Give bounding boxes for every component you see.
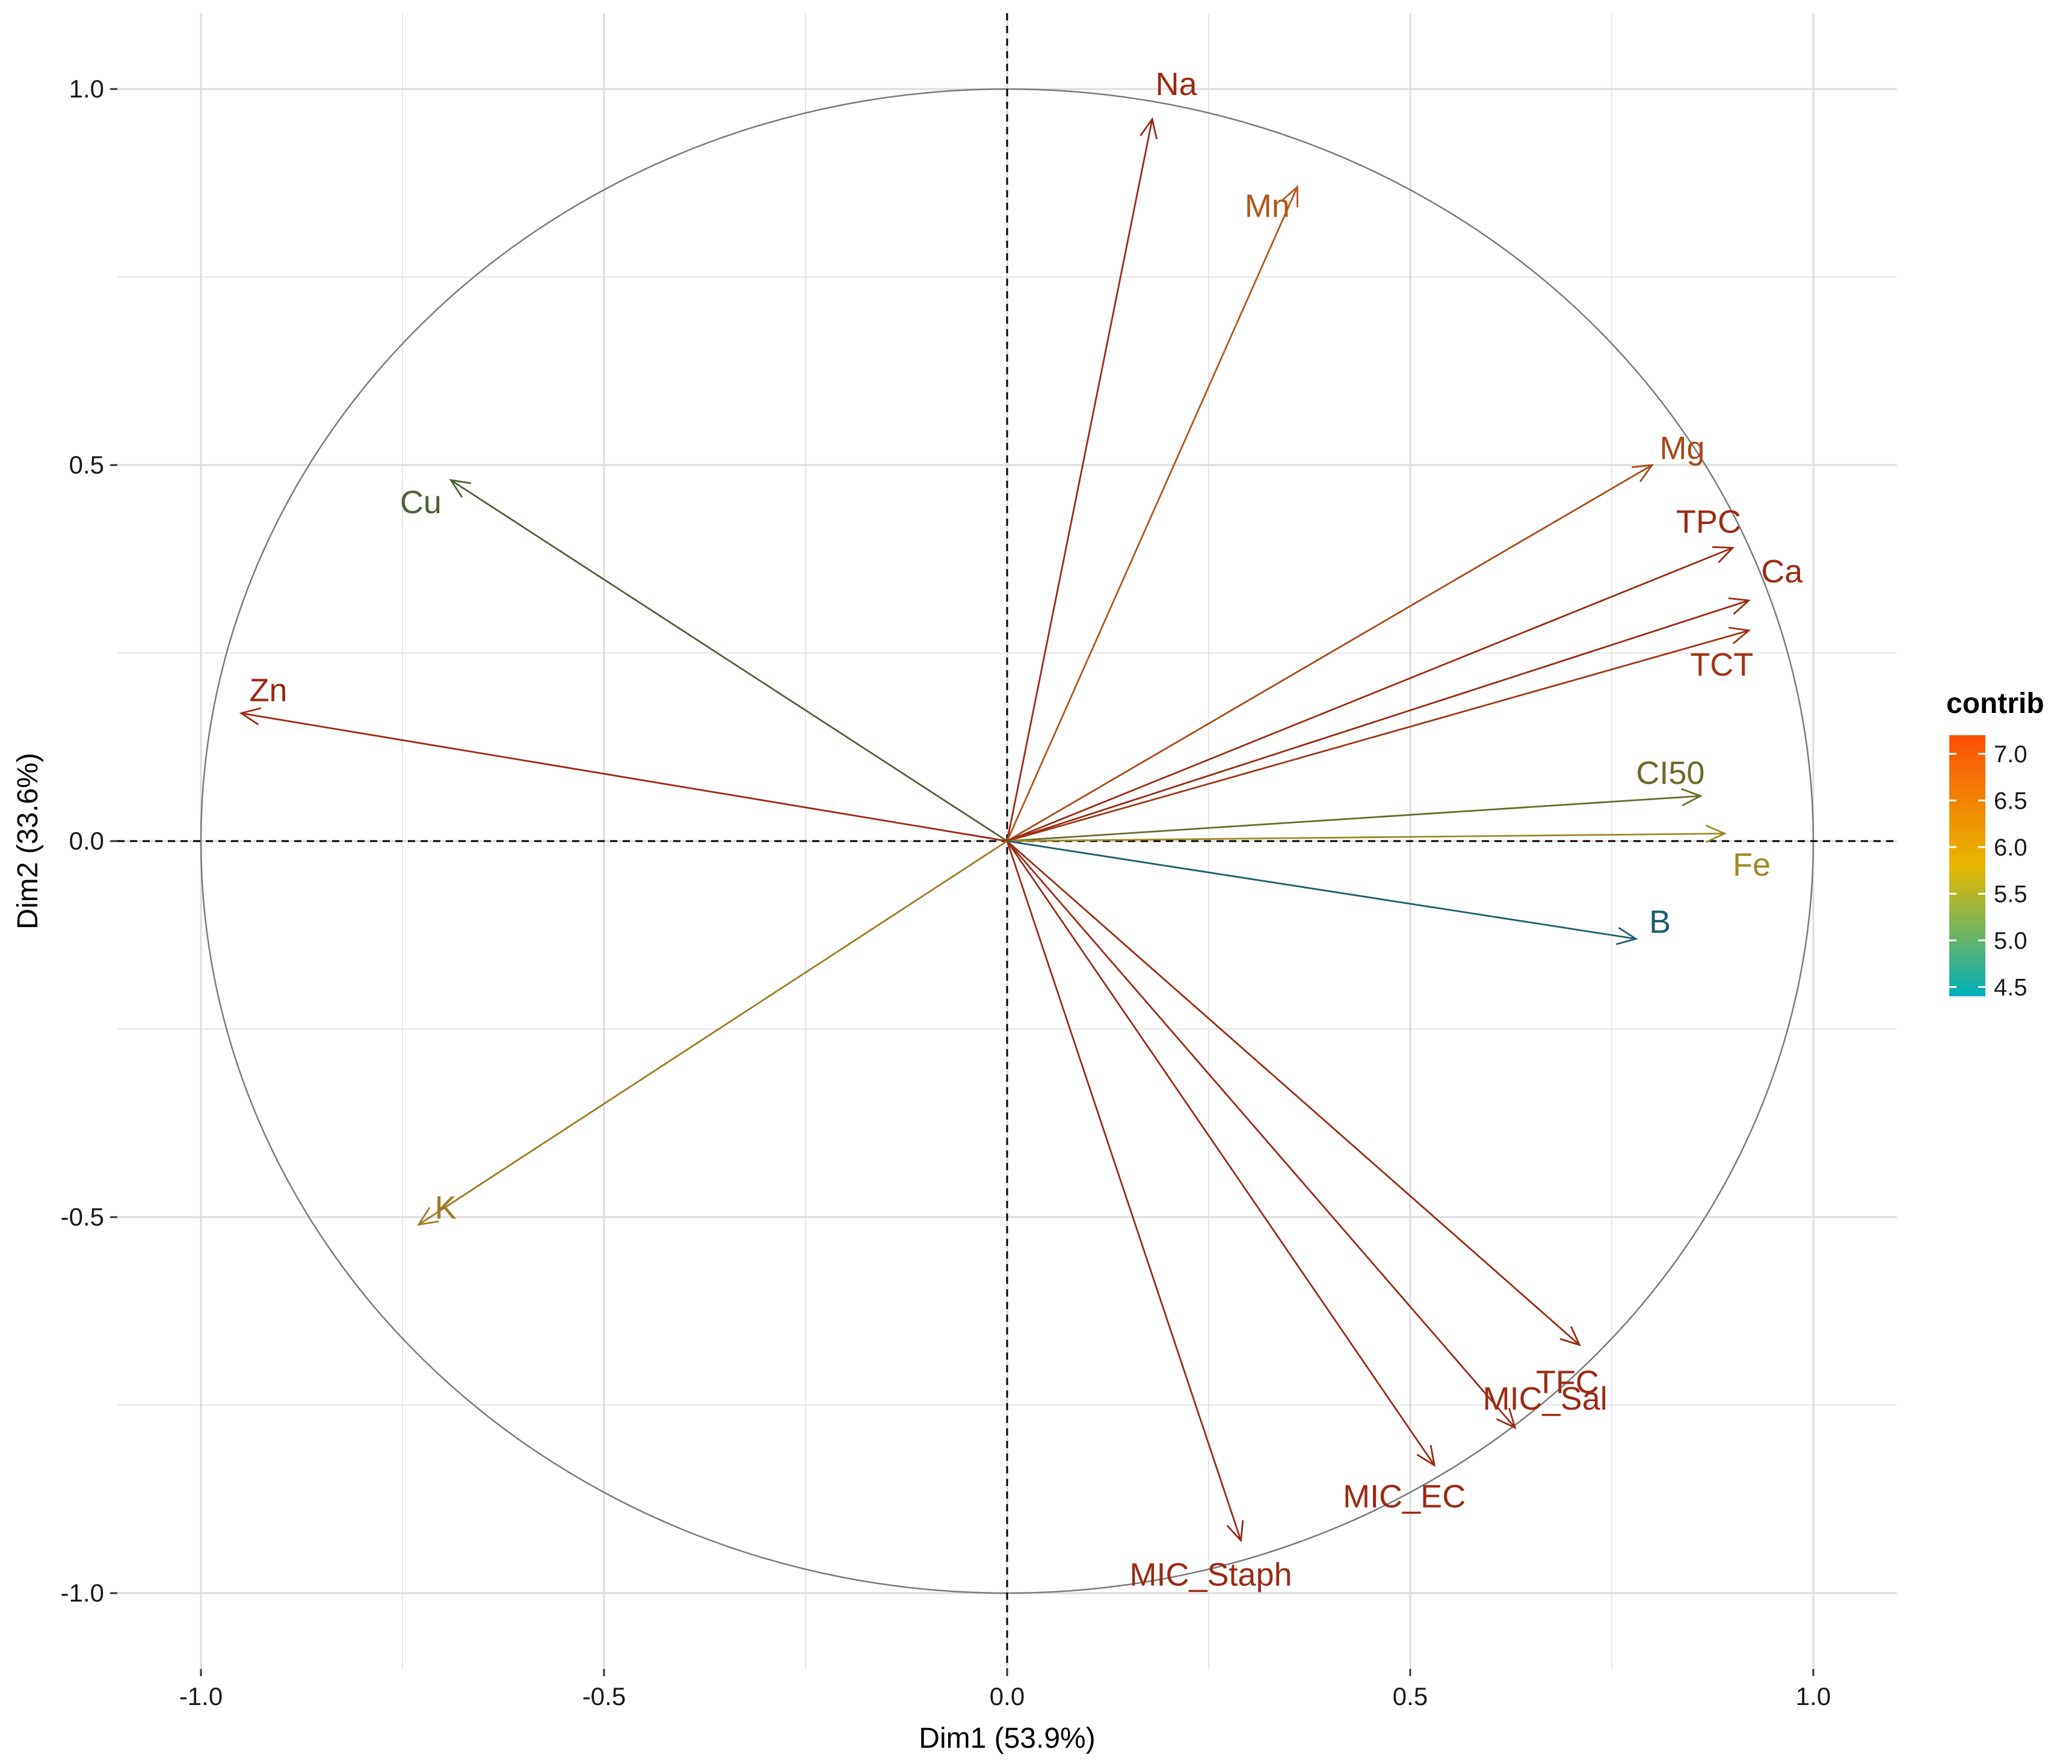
- arrow-shaft: [241, 712, 1008, 842]
- x-tick-label: 0.5: [1393, 1682, 1428, 1710]
- arrow-shaft: [1006, 840, 1435, 1466]
- arrow-shaft: [418, 840, 1008, 1226]
- arrow-shaft: [1007, 833, 1725, 842]
- y-tick-label: -0.5: [61, 1203, 104, 1231]
- arrow-shaft: [1007, 599, 1750, 842]
- arrow-shaft: [450, 479, 1008, 842]
- arrow-shaft: [1006, 119, 1153, 842]
- variable-label: MIC_Staph: [1130, 1557, 1292, 1593]
- x-tick-label: -0.5: [582, 1682, 626, 1710]
- arrow-head: [1416, 1445, 1436, 1467]
- variable-vector-ca: Ca: [1007, 554, 1803, 842]
- arrow-shaft: [1006, 840, 1242, 1541]
- legend-tick-label: 6.5: [1994, 788, 2027, 815]
- variable-label: Fe: [1733, 847, 1771, 883]
- arrow-head: [1139, 117, 1158, 140]
- arrow-head: [1226, 1520, 1244, 1543]
- variable-label: MIC_EC: [1343, 1479, 1466, 1515]
- arrow-head: [1559, 1325, 1581, 1346]
- arrow-head: [1281, 185, 1298, 208]
- variable-vector-zn: Zn: [239, 673, 1008, 842]
- variable-label: TFC: [1536, 1365, 1599, 1401]
- arrow-head: [1632, 464, 1654, 483]
- arrow-shaft: [1007, 840, 1636, 940]
- variable-vector-fe: Fe: [1007, 824, 1771, 883]
- variable-vector-mic-sal: MIC_Sal: [1006, 840, 1608, 1429]
- variable-vector-ci50: CI50: [1007, 755, 1704, 842]
- legend-tick-label: 4.5: [1994, 975, 2027, 1001]
- arrow-shaft: [1007, 840, 1580, 1346]
- y-tick-label: 0.0: [69, 827, 104, 855]
- arrow-head: [416, 1207, 439, 1226]
- variable-label: B: [1649, 904, 1671, 940]
- variable-label: Na: [1156, 66, 1198, 102]
- arrow-shaft: [1007, 464, 1653, 842]
- arrow-head: [1616, 927, 1638, 945]
- legend-tick-label: 5.0: [1994, 928, 2027, 954]
- variable-label: Cu: [400, 484, 442, 520]
- legend-color-bar: [1949, 735, 1985, 996]
- variable-vector-mg: Mg: [1007, 430, 1705, 842]
- legend: contrib 7.0 6.5 6.0 5.5 5.0 4.5: [1946, 688, 2044, 1001]
- x-tick-label: 1.0: [1796, 1682, 1831, 1710]
- variable-label: Mg: [1659, 430, 1704, 466]
- arrow-head: [1496, 1408, 1517, 1429]
- arrow-head: [1728, 597, 1751, 615]
- variable-label: Ca: [1761, 554, 1803, 590]
- legend-tick-label: 7.0: [1994, 741, 2027, 768]
- variable-vector-tfc: TFC: [1007, 840, 1599, 1401]
- variable-label: Mn: [1245, 188, 1290, 224]
- arrow-head: [239, 707, 262, 726]
- arrow-shaft: [1007, 547, 1733, 842]
- variable-vector-mic-ec: MIC_EC: [1006, 840, 1466, 1515]
- y-tick-label: 1.0: [69, 75, 104, 103]
- variable-vector-b: B: [1007, 840, 1671, 945]
- variable-label: Zn: [249, 673, 287, 709]
- arrow-shaft: [1007, 795, 1701, 842]
- variable-vector-mic-staph: MIC_Staph: [1006, 840, 1292, 1593]
- variable-vector-tpc: TPC: [1007, 504, 1741, 842]
- legend-tick-label: 5.5: [1994, 881, 2027, 908]
- arrow-head: [1681, 788, 1703, 807]
- variable-vector-mn: Mn: [1006, 185, 1298, 842]
- variable-label: TPC: [1676, 504, 1741, 540]
- variable-vector-k: K: [416, 840, 1008, 1226]
- variable-label: CI50: [1636, 755, 1704, 791]
- axes: -1.0 -0.5 0.0 0.5 1.0 1.0 0.5 0.0 -0.5 -1.0: [61, 75, 1831, 1710]
- arrow-shaft: [1007, 629, 1750, 842]
- variable-vector-na: Na: [1006, 66, 1198, 842]
- variable-label: K: [435, 1190, 457, 1226]
- x-tick-label: -1.0: [179, 1682, 223, 1710]
- arrow-shaft: [1006, 186, 1298, 842]
- variable-label: TCT: [1690, 647, 1753, 683]
- variable-vector-cu: Cu: [400, 479, 1008, 842]
- x-tick-label: 0.0: [990, 1682, 1025, 1710]
- y-tick-label: -1.0: [61, 1579, 104, 1607]
- arrow-head: [1728, 626, 1751, 644]
- legend-tick-label: 6.0: [1994, 834, 2027, 861]
- arrow-shaft: [1006, 840, 1516, 1428]
- arrow-head: [1705, 824, 1727, 843]
- variable-vector-tct: TCT: [1007, 626, 1753, 842]
- arrow-head: [1712, 546, 1735, 563]
- y-axis-title: Dim2 (33.6%): [12, 753, 44, 929]
- y-tick-label: 0.5: [69, 451, 104, 479]
- legend-title: contrib: [1946, 688, 2044, 720]
- arrow-head: [449, 479, 472, 498]
- variable-label: MIC_Sal: [1483, 1381, 1608, 1417]
- x-axis-title: Dim1 (53.9%): [919, 1722, 1095, 1754]
